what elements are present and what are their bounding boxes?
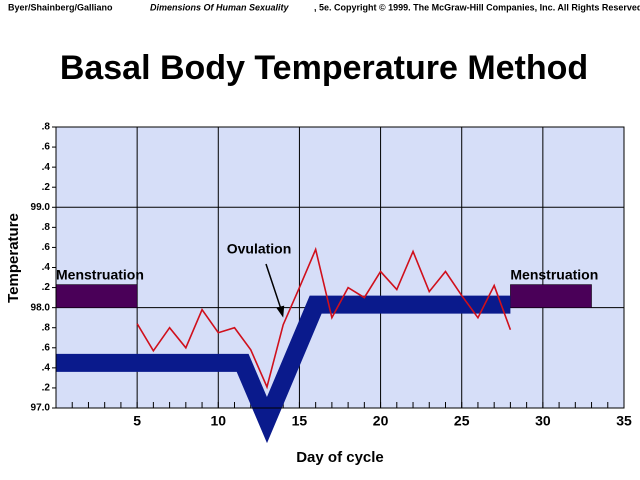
x-tick-label: 5 — [133, 413, 141, 429]
credit-book: Dimensions Of Human Sexuality — [150, 2, 290, 12]
y-tick-label: .2 — [42, 182, 51, 193]
y-tick-label: 97.0 — [31, 403, 51, 414]
y-tick-label: .4 — [42, 362, 51, 373]
chart-title: Basal Body Temperature Method — [60, 49, 588, 87]
x-tick-label: 30 — [535, 413, 551, 429]
period-label: Menstruation — [510, 266, 598, 282]
y-tick-label: .6 — [42, 242, 51, 253]
x-tick-label: 35 — [616, 413, 632, 429]
credit-rest: , 5e. Copyright © 1999. The McGraw-Hill … — [314, 2, 640, 12]
plot-border — [55, 126, 625, 409]
y-tick-label: .6 — [42, 142, 51, 153]
y-tick-label: .2 — [42, 383, 51, 394]
y-tick-label: .8 — [42, 122, 51, 133]
y-tick-label: .8 — [42, 222, 51, 233]
y-tick-label: 98.0 — [31, 302, 51, 313]
period-box — [510, 284, 592, 308]
x-tick-label: 20 — [373, 413, 389, 429]
x-axis-label: Day of cycle — [296, 449, 384, 466]
y-tick-label: 99.0 — [31, 202, 51, 213]
annotation: Ovulation — [227, 241, 292, 257]
x-tick-label: 10 — [210, 413, 226, 429]
y-tick-label: .8 — [42, 322, 51, 333]
y-tick-label: .4 — [42, 162, 51, 173]
period-label: Menstruation — [56, 266, 144, 282]
pattern-band — [56, 295, 511, 444]
annotation-arrow — [265, 263, 282, 310]
temperature-line — [136, 246, 512, 390]
y-tick-label: .4 — [42, 262, 51, 273]
y-tick-label: .2 — [42, 282, 51, 293]
y-tick-label: .6 — [42, 342, 51, 353]
x-tick-label: 15 — [292, 413, 308, 429]
y-axis-label: Temperature — [5, 213, 22, 303]
x-tick-label: 25 — [454, 413, 470, 429]
period-box — [55, 284, 138, 308]
credit-authors: Byer/Shainberg/Galliano — [8, 2, 113, 12]
arrow-head — [276, 305, 285, 318]
